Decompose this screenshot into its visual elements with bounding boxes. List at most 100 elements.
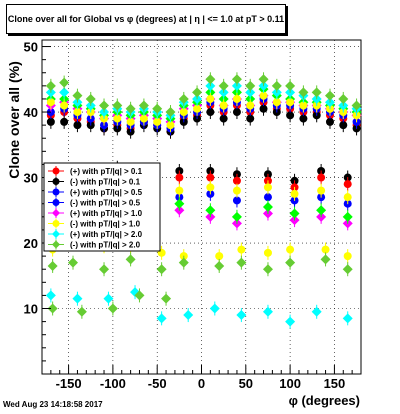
x-tick-label: -150 xyxy=(56,376,82,391)
data-point xyxy=(285,80,296,91)
y-tick-label: 40 xyxy=(24,105,38,120)
data-point xyxy=(152,103,163,114)
legend-label: (-) with pT/|q| > 0.1 xyxy=(70,178,141,187)
data-point xyxy=(134,290,145,301)
data-point xyxy=(107,303,118,314)
data-point xyxy=(85,93,96,104)
data-point xyxy=(289,208,300,219)
data-point xyxy=(286,98,295,107)
data-point xyxy=(320,254,331,265)
data-point xyxy=(214,260,225,271)
data-point xyxy=(343,193,352,202)
data-point xyxy=(232,94,241,103)
data-point xyxy=(206,183,215,192)
data-point xyxy=(206,94,215,103)
data-point xyxy=(218,80,229,91)
data-point xyxy=(231,211,242,222)
legend-label: (+) with pT/|q| > 1.0 xyxy=(70,209,143,218)
timestamp: Wed Aug 23 14:18:58 2017 xyxy=(3,400,103,409)
data-point xyxy=(59,87,70,98)
data-point xyxy=(178,257,189,268)
data-point xyxy=(263,183,272,192)
data-point xyxy=(205,74,216,85)
legend-label: (+) with pT/|q| > 0.1 xyxy=(70,167,143,176)
legend-marker xyxy=(52,188,60,196)
data-point xyxy=(125,254,136,265)
data-point xyxy=(60,101,69,110)
data-point xyxy=(259,104,268,113)
data-point xyxy=(139,114,148,123)
data-point xyxy=(215,252,224,261)
data-point xyxy=(271,80,282,91)
y-tick-label: 30 xyxy=(24,171,38,186)
data-point xyxy=(246,114,255,123)
data-point xyxy=(46,98,55,107)
data-point xyxy=(316,205,327,216)
legend-marker xyxy=(52,230,60,238)
x-tick-label: -50 xyxy=(148,376,167,391)
data-point xyxy=(236,257,247,268)
legend-marker xyxy=(52,167,60,175)
y-tick-label: 20 xyxy=(24,236,38,251)
x-tick-label: 50 xyxy=(239,376,253,391)
y-tick-label: 50 xyxy=(24,40,38,55)
data-point xyxy=(47,303,58,314)
data-point xyxy=(193,104,202,113)
data-point xyxy=(317,186,326,195)
data-point xyxy=(125,103,136,114)
data-point xyxy=(342,313,353,324)
x-axis-label: φ (degrees) xyxy=(289,393,360,408)
data-point xyxy=(232,176,241,185)
data-point xyxy=(351,100,362,111)
data-point xyxy=(153,117,162,126)
y-axis-label: Clone over all (%) xyxy=(6,61,22,178)
data-point xyxy=(343,252,352,261)
data-point xyxy=(338,93,349,104)
legend-label: (-) with pT/|q| > 0.5 xyxy=(70,199,141,208)
data-point xyxy=(59,77,70,88)
data-point xyxy=(258,74,269,85)
data-point xyxy=(263,248,272,257)
x-tick-label: 0 xyxy=(198,376,205,391)
data-point xyxy=(179,108,188,117)
data-point xyxy=(72,293,83,304)
data-point xyxy=(339,121,348,130)
data-point xyxy=(219,101,228,110)
data-point xyxy=(103,293,114,304)
data-point xyxy=(263,193,272,202)
data-point xyxy=(47,260,58,271)
data-point xyxy=(99,100,110,111)
legend-box xyxy=(43,162,161,252)
legend-label: (-) with pT/|q| > 2.0 xyxy=(70,241,141,250)
data-point xyxy=(206,108,215,117)
data-point xyxy=(246,101,255,110)
data-point xyxy=(73,121,82,130)
data-point xyxy=(175,186,184,195)
data-point xyxy=(192,87,203,98)
data-point xyxy=(76,306,87,317)
data-point xyxy=(232,196,241,205)
legend-label: (-) with pT/|q| > 1.0 xyxy=(70,220,141,229)
data-point xyxy=(342,211,353,222)
chart-title: Clone over all for Global vs φ (degrees)… xyxy=(6,4,286,34)
data-point xyxy=(259,91,268,100)
legend-label: (+) with pT/|q| > 2.0 xyxy=(70,230,143,239)
data-points xyxy=(45,72,362,329)
data-point xyxy=(45,80,56,91)
legend-label: (+) with pT/|q| > 0.5 xyxy=(70,188,143,197)
data-point xyxy=(205,205,216,216)
data-point xyxy=(112,100,123,111)
data-point xyxy=(72,90,83,101)
data-point xyxy=(237,245,246,254)
data-point xyxy=(73,108,82,117)
data-point xyxy=(342,264,353,275)
data-point xyxy=(262,202,273,212)
data-point xyxy=(290,189,299,198)
y-tick-label: 10 xyxy=(24,302,38,317)
data-point xyxy=(178,93,189,104)
legend: (+) with pT/|q| > 0.1 (-) with pT/|q| > 0… xyxy=(43,162,161,252)
data-point xyxy=(286,111,295,120)
data-point xyxy=(206,173,215,182)
legend-marker xyxy=(52,220,60,227)
data-point xyxy=(286,245,295,254)
